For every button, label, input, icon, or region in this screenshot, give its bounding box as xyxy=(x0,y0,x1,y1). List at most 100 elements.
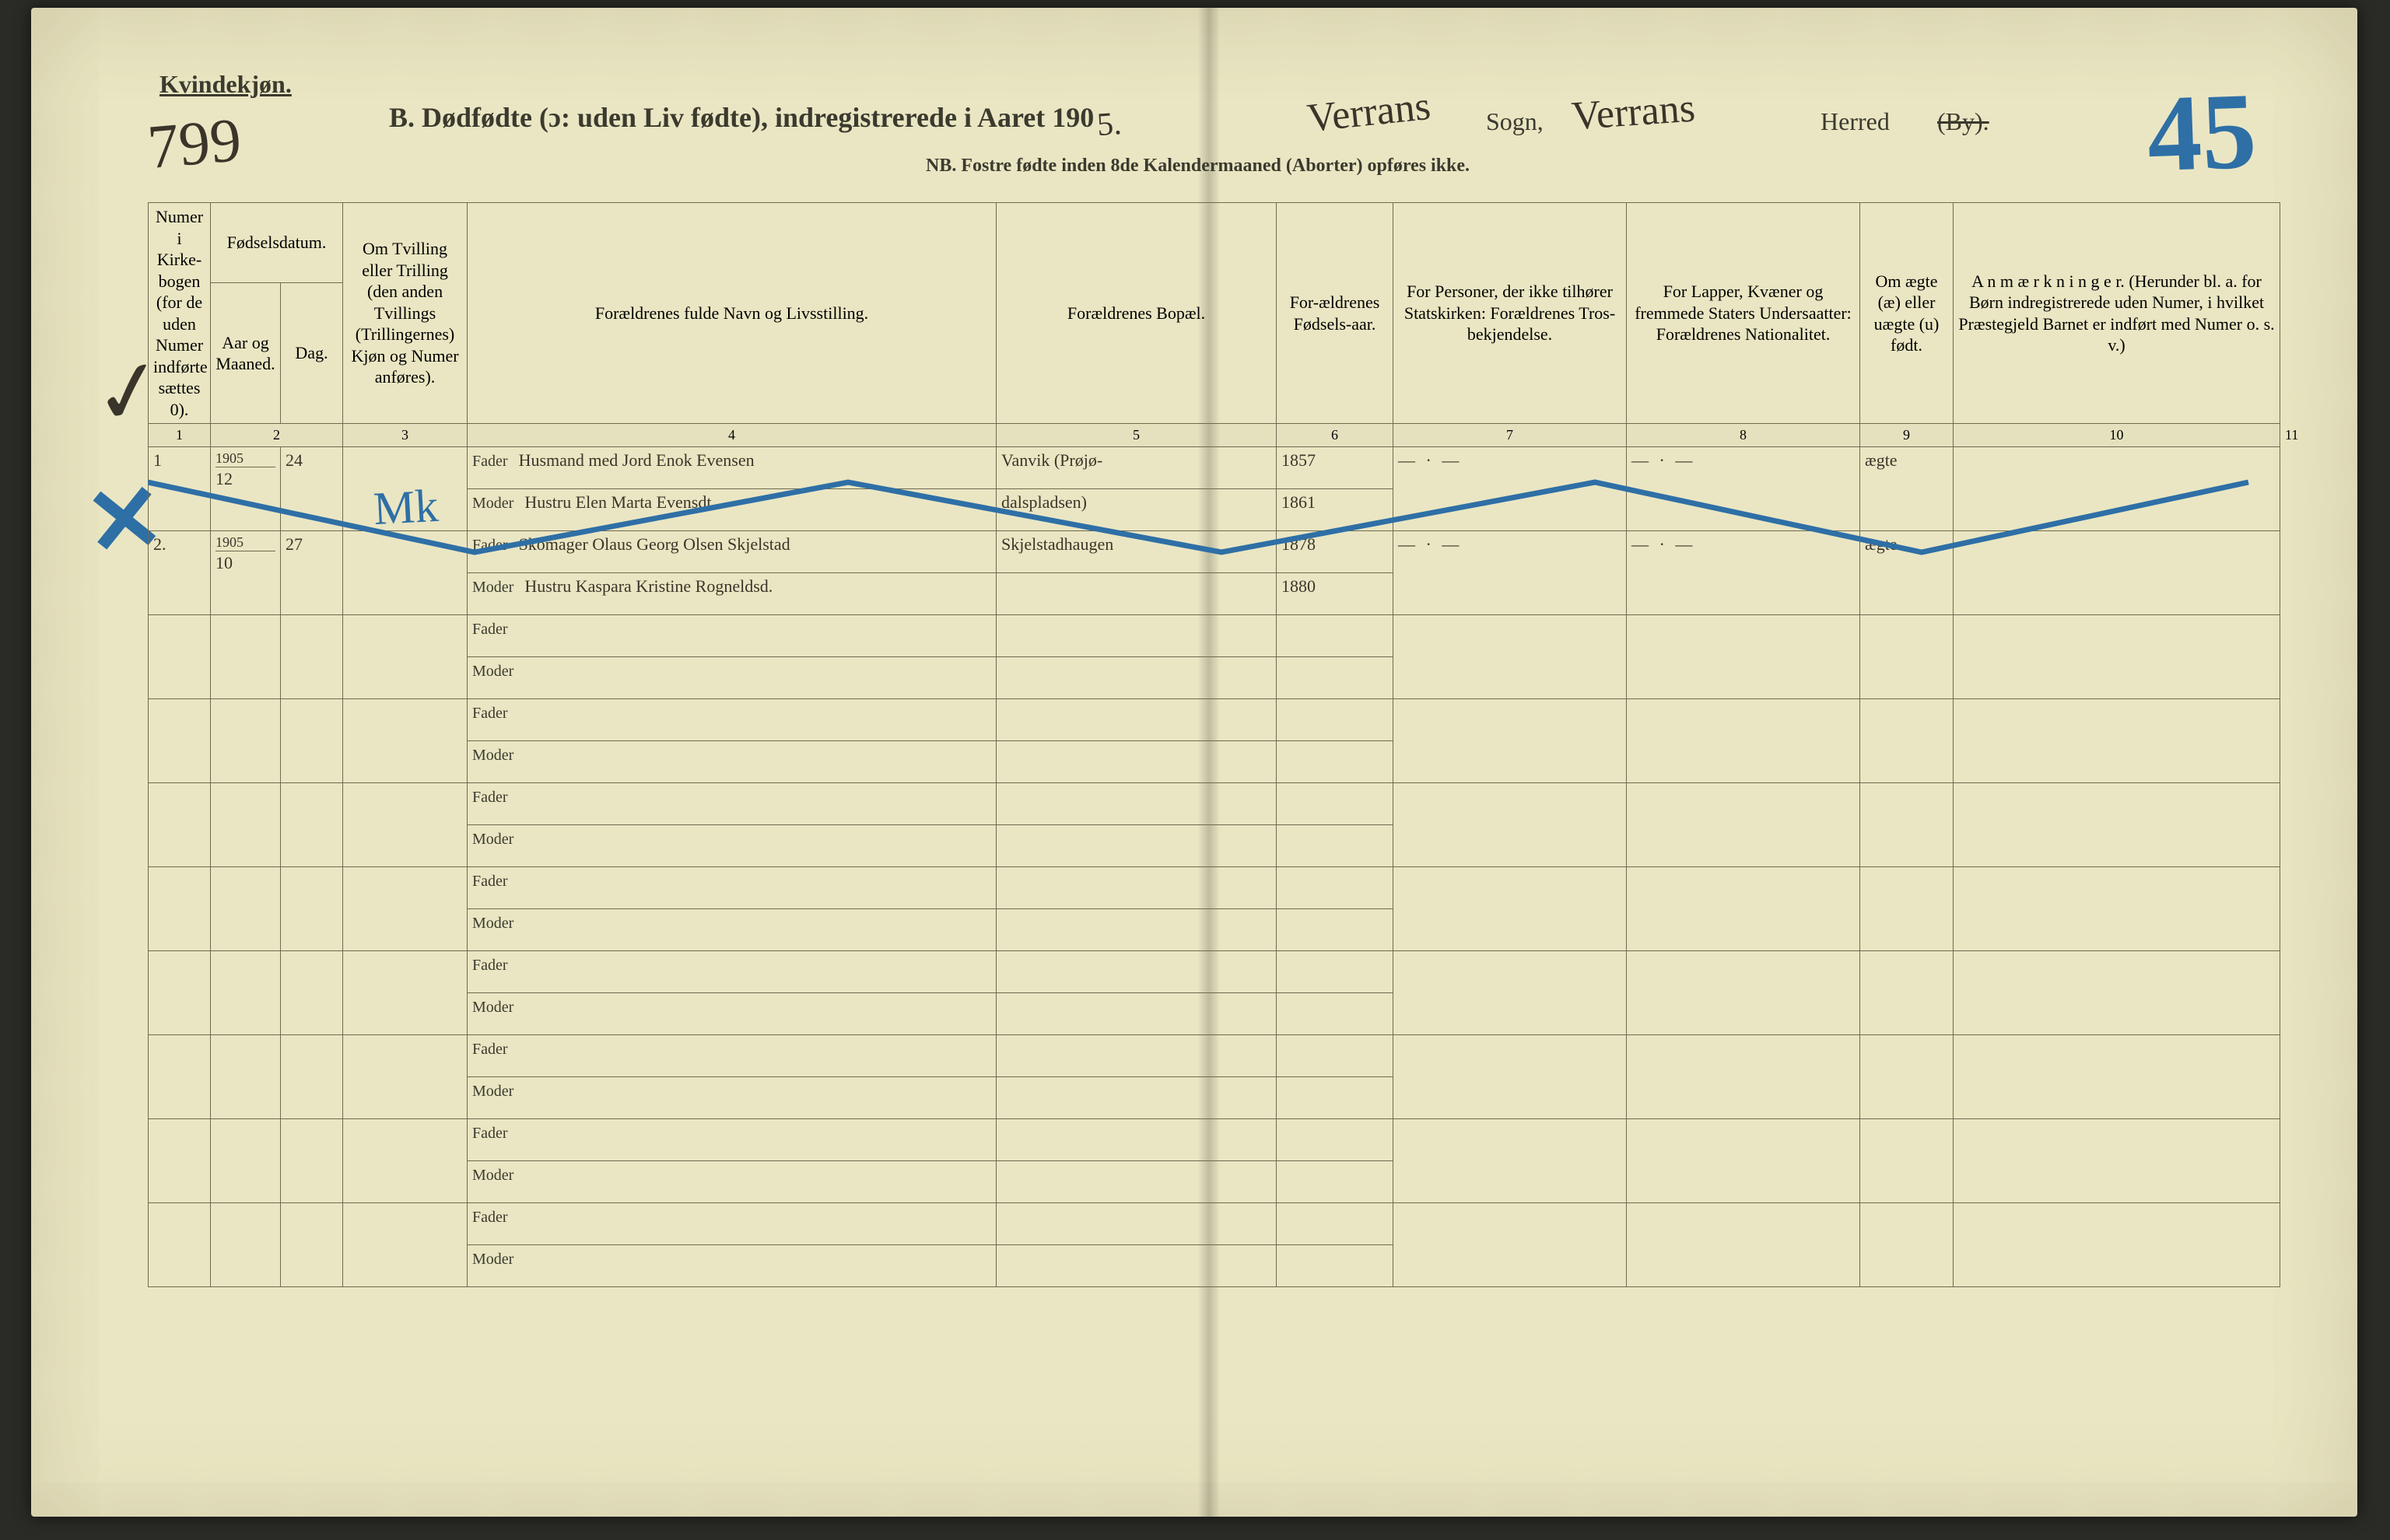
blank-row: Fader xyxy=(149,699,2280,741)
ledger-sheet: Kvindekjøn. B. Dødfødte (ɔ: uden Liv fød… xyxy=(31,8,2357,1517)
blank-cell xyxy=(1277,909,1393,951)
blank-cell xyxy=(1393,615,1627,699)
blank-cell xyxy=(997,1245,1277,1287)
blank-cell xyxy=(1954,699,2280,783)
blank-cell xyxy=(1954,615,2280,699)
blank-cell xyxy=(1860,783,1954,867)
blank-cell xyxy=(997,657,1277,699)
column-number-5: 5 xyxy=(997,424,1277,447)
entry-1-tro: — · — xyxy=(1393,447,1627,531)
blank-cell xyxy=(1954,951,2280,1035)
blank-cell xyxy=(149,783,211,867)
blank-moder-name: Moder xyxy=(468,825,997,867)
blank-cell xyxy=(211,783,281,867)
blank-cell xyxy=(281,1119,343,1203)
blank-cell xyxy=(1954,1035,2280,1119)
entry-1-num: 1 xyxy=(149,447,211,531)
blank-cell xyxy=(149,867,211,951)
blank-cell xyxy=(281,951,343,1035)
blank-cell xyxy=(1860,951,1954,1035)
page-number-left: 799 xyxy=(145,105,244,184)
blank-cell xyxy=(997,1035,1277,1077)
entry-2-dag: 27 xyxy=(281,531,343,615)
entry-2-tro: — · — xyxy=(1393,531,1627,615)
year-handwritten: 5. xyxy=(1095,105,1123,144)
blank-row: Fader xyxy=(149,783,2280,825)
form-title-text: B. Dødfødte (ɔ: uden Liv fødte), indregi… xyxy=(389,102,1094,133)
blank-cell xyxy=(997,1119,1277,1161)
column-number-6: 6 xyxy=(1277,424,1393,447)
col-3-header: Om Tvilling eller Trilling (den anden Tv… xyxy=(343,203,468,424)
blank-cell xyxy=(1627,1203,1860,1287)
col-6-header: For-ældrenes Fødsels-aar. xyxy=(1277,203,1393,424)
entry-1-aarmnd: 190512 xyxy=(211,447,281,531)
blank-fader-name: Fader xyxy=(468,951,997,993)
blank-row: Fader xyxy=(149,1203,2280,1245)
blank-cell xyxy=(1954,1119,2280,1203)
blank-cell xyxy=(211,699,281,783)
blank-cell xyxy=(1277,867,1393,909)
gender-heading: Kvindekjøn. xyxy=(159,70,292,99)
blank-cell xyxy=(1393,783,1627,867)
entry-2-nat: — · — xyxy=(1627,531,1860,615)
blank-cell xyxy=(1627,951,1860,1035)
blank-cell xyxy=(281,699,343,783)
entry-1-anm xyxy=(1954,447,2280,531)
blank-fader-name: Fader xyxy=(468,699,997,741)
column-number-4: 4 xyxy=(468,424,997,447)
entry-2-faar-moder: 1880 xyxy=(1277,573,1393,615)
blank-fader-name: Fader xyxy=(468,1203,997,1245)
blank-cell xyxy=(1954,1203,2280,1287)
blank-cell xyxy=(1627,1119,1860,1203)
blank-moder-name: Moder xyxy=(468,1077,997,1119)
blank-cell xyxy=(1277,1203,1393,1245)
blank-cell xyxy=(1627,615,1860,699)
entry-1-faar-fader: 1857 xyxy=(1277,447,1393,489)
entry-1-bopael-moder: dalspladsen) xyxy=(997,489,1277,531)
blank-cell xyxy=(1627,1035,1860,1119)
entry-2-tvilling xyxy=(343,531,468,615)
blank-moder-name: Moder xyxy=(468,741,997,783)
blank-fader-name: Fader xyxy=(468,1035,997,1077)
column-number-7: 7 xyxy=(1393,424,1627,447)
entry-2-moder-name: ModerHustru Kaspara Kristine Rogneldsd. xyxy=(468,573,997,615)
entry-2-fader-row: 2.19051027FaderSkomager Olaus Georg Olse… xyxy=(149,531,2280,573)
blank-moder-name: Moder xyxy=(468,909,997,951)
blank-cell xyxy=(211,615,281,699)
blank-cell xyxy=(149,951,211,1035)
blank-cell xyxy=(343,1119,468,1203)
entry-1-moder-name: ModerHustru Elen Marta Evensdt. xyxy=(468,489,997,531)
blank-cell xyxy=(1277,951,1393,993)
blank-cell xyxy=(1393,1035,1627,1119)
column-number-8: 8 xyxy=(1627,424,1860,447)
column-number-2: 2 xyxy=(211,424,343,447)
blank-row: Fader xyxy=(149,867,2280,909)
blank-row: Fader xyxy=(149,615,2280,657)
blank-cell xyxy=(343,867,468,951)
blank-cell xyxy=(1277,1077,1393,1119)
blank-cell xyxy=(211,1035,281,1119)
blank-row: Fader xyxy=(149,1119,2280,1161)
col-8-header: For Lapper, Kvæner og fremmede Staters U… xyxy=(1627,203,1860,424)
blank-cell xyxy=(281,1203,343,1287)
blank-cell xyxy=(997,867,1277,909)
col-2b-header: Dag. xyxy=(281,283,343,424)
blank-fader-name: Fader xyxy=(468,615,997,657)
blank-moder-name: Moder xyxy=(468,993,997,1035)
blank-cell xyxy=(1277,741,1393,783)
blank-cell xyxy=(1277,1119,1393,1161)
blank-cell xyxy=(997,1203,1277,1245)
blank-cell xyxy=(1393,867,1627,951)
column-number-3: 3 xyxy=(343,424,468,447)
ledger-body: 1234567891011 119051224FaderHusmand med … xyxy=(149,424,2280,1287)
blank-cell xyxy=(343,951,468,1035)
blank-cell xyxy=(997,783,1277,825)
blank-moder-name: Moder xyxy=(468,1161,997,1203)
herred-value: Verrans xyxy=(1570,86,1697,140)
blank-cell xyxy=(1277,657,1393,699)
blank-cell xyxy=(1393,699,1627,783)
blank-cell xyxy=(1277,825,1393,867)
blank-cell xyxy=(1277,1161,1393,1203)
blank-cell xyxy=(997,615,1277,657)
entry-2-bopael-moder xyxy=(997,573,1277,615)
